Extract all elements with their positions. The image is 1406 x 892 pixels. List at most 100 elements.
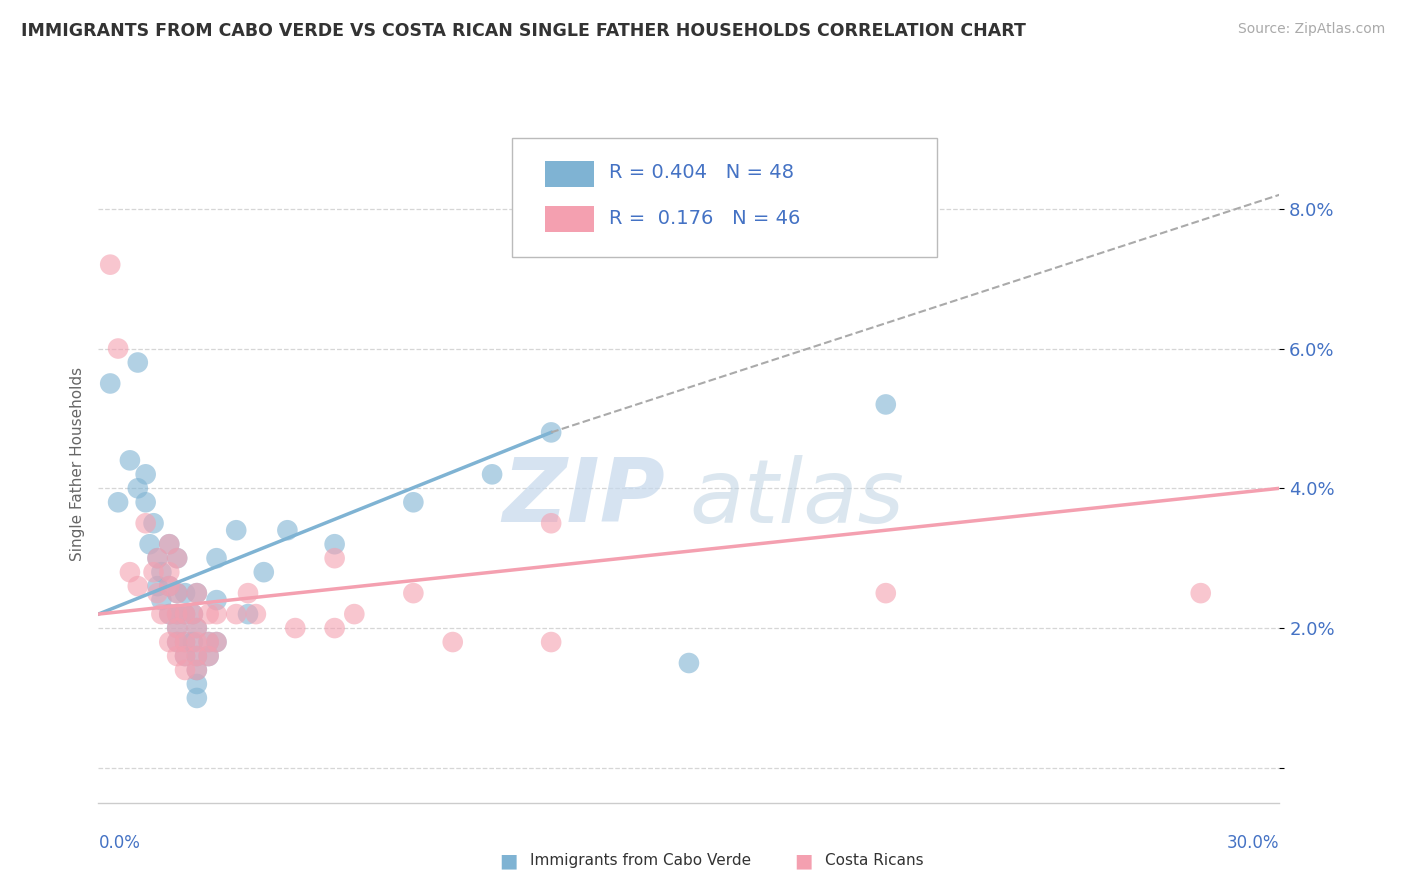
Point [186, 586, 208, 600]
Text: 30.0%: 30.0% [1227, 834, 1279, 852]
Text: R =  0.176   N = 46: R = 0.176 N = 46 [609, 209, 800, 228]
Point [166, 621, 188, 635]
Point [875, 586, 897, 600]
Point [186, 677, 208, 691]
Point [98, 258, 121, 272]
Point [174, 648, 197, 663]
Point [174, 648, 197, 663]
Point [135, 495, 157, 509]
Point [402, 586, 425, 600]
Point [166, 551, 188, 566]
Point [678, 656, 700, 670]
Point [138, 537, 160, 551]
Point [1189, 586, 1212, 600]
Point [166, 551, 188, 566]
Point [181, 635, 204, 649]
Point [205, 635, 228, 649]
Point [127, 355, 149, 369]
Point [205, 635, 228, 649]
Point [245, 607, 267, 621]
Text: Costa Ricans: Costa Ricans [825, 854, 924, 868]
Point [146, 551, 169, 566]
Point [157, 537, 180, 551]
Point [174, 663, 197, 677]
Point [157, 635, 180, 649]
Point [157, 537, 180, 551]
Point [142, 565, 165, 579]
Point [150, 565, 173, 579]
Point [323, 551, 346, 566]
Point [284, 621, 307, 635]
Point [186, 621, 208, 635]
Text: R = 0.404   N = 48: R = 0.404 N = 48 [609, 163, 793, 182]
Point [875, 397, 897, 411]
Point [174, 607, 197, 621]
Point [107, 495, 129, 509]
Point [98, 376, 121, 391]
Point [135, 467, 157, 482]
Point [157, 579, 180, 593]
Point [186, 648, 208, 663]
Point [181, 607, 204, 621]
Point [343, 607, 366, 621]
Point [174, 607, 197, 621]
Point [236, 607, 259, 621]
Point [157, 565, 180, 579]
Y-axis label: Single Father Households: Single Father Households [69, 367, 84, 561]
Point [197, 607, 219, 621]
Point [186, 586, 208, 600]
Point [441, 635, 464, 649]
Point [181, 607, 204, 621]
Point [205, 551, 228, 566]
Point [197, 648, 219, 663]
Point [174, 635, 197, 649]
Point [186, 621, 208, 635]
Point [205, 607, 228, 621]
Point [174, 635, 197, 649]
Point [118, 565, 141, 579]
Point [150, 607, 173, 621]
Point [225, 523, 247, 537]
Point [142, 516, 165, 531]
Text: ■: ■ [499, 851, 517, 871]
Point [481, 467, 503, 482]
Text: Source: ZipAtlas.com: Source: ZipAtlas.com [1237, 22, 1385, 37]
FancyBboxPatch shape [512, 138, 936, 257]
Text: ZIP: ZIP [502, 454, 665, 541]
Point [197, 635, 219, 649]
Point [166, 586, 188, 600]
Point [540, 425, 562, 440]
Point [118, 453, 141, 467]
Point [225, 607, 247, 621]
Point [197, 635, 219, 649]
Text: Immigrants from Cabo Verde: Immigrants from Cabo Verde [530, 854, 751, 868]
Point [146, 586, 169, 600]
Point [166, 648, 188, 663]
Point [166, 621, 188, 635]
Point [186, 648, 208, 663]
Point [186, 663, 208, 677]
Point [166, 586, 188, 600]
Point [540, 516, 562, 531]
Text: IMMIGRANTS FROM CABO VERDE VS COSTA RICAN SINGLE FATHER HOUSEHOLDS CORRELATION C: IMMIGRANTS FROM CABO VERDE VS COSTA RICA… [21, 22, 1026, 40]
Point [174, 586, 197, 600]
Point [166, 607, 188, 621]
Bar [546, 161, 595, 187]
Point [150, 593, 173, 607]
Point [107, 342, 129, 356]
Point [146, 579, 169, 593]
Point [157, 579, 180, 593]
Point [157, 607, 180, 621]
Point [402, 495, 425, 509]
Text: ■: ■ [794, 851, 813, 871]
Point [236, 586, 259, 600]
Point [157, 607, 180, 621]
Text: atlas: atlas [689, 455, 904, 541]
Point [186, 663, 208, 677]
Point [146, 551, 169, 566]
Point [127, 481, 149, 495]
Point [205, 593, 228, 607]
Point [127, 579, 149, 593]
Point [540, 635, 562, 649]
Point [323, 537, 346, 551]
